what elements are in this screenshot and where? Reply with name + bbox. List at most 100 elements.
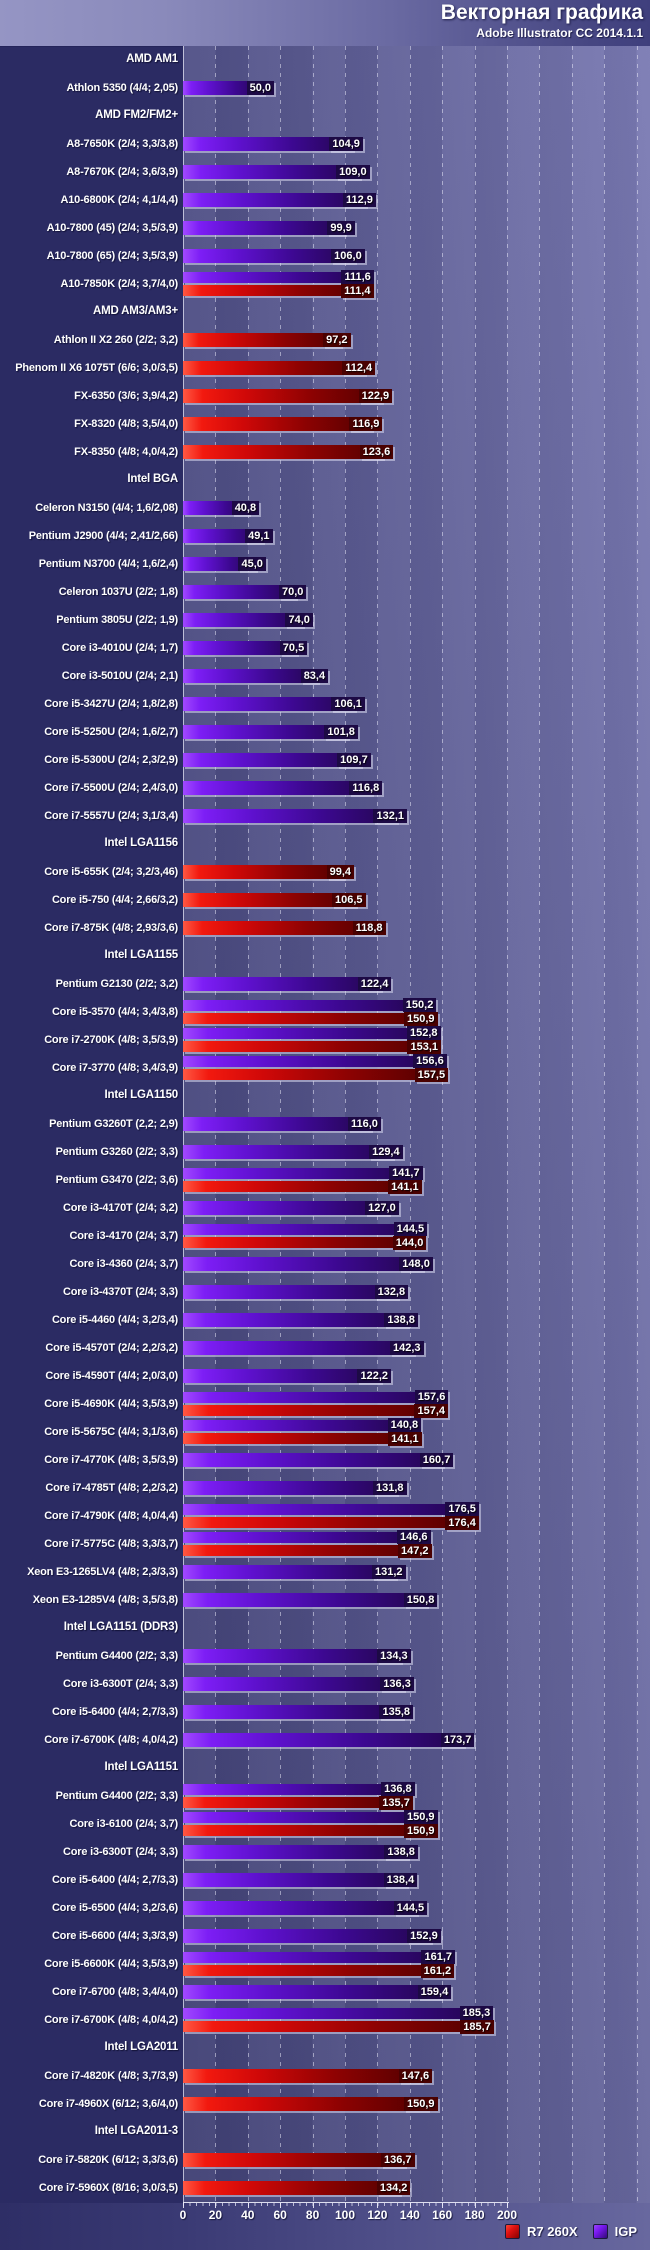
igp-value-label: 144,5 (393, 1901, 428, 1915)
row-label: Core i3-4010U (2/4; 1,7) (61, 641, 178, 654)
r7-bar (183, 417, 373, 431)
row-label: A8-7650K (2/4; 3,3/3,8) (66, 137, 178, 150)
row-label: Core i5-6500 (4/4; 3,2/3,6) (51, 1901, 178, 1914)
igp-value-label: 116,0 (347, 1117, 381, 1131)
row-label: Core i5-6600K (4/4; 3,5/3,9) (44, 1957, 178, 1970)
row-label: Core i3-6300T (2/4; 3,3) (62, 1845, 178, 1858)
section-header: Intel LGA1155 (104, 949, 179, 961)
igp-bar (183, 1145, 393, 1159)
igp-bar (183, 1531, 421, 1543)
row-label: Pentium 3805U (2/2; 1,9) (56, 613, 178, 626)
row-label: Core i3-4170 (2/4; 3,7) (69, 1229, 178, 1242)
igp-bar (183, 1503, 469, 1515)
igp-value-label: 106,1 (331, 697, 365, 711)
igp-value-label: 70,5 (279, 641, 308, 655)
igp-value-label: 138,8 (384, 1313, 418, 1327)
igp-bar (183, 1649, 401, 1663)
r7-bar (183, 1964, 445, 1976)
gridline (636, 46, 638, 2203)
igp-bar (183, 1481, 397, 1495)
igp-bar (183, 585, 297, 599)
r7-value-label: 147,2 (397, 1544, 432, 1558)
r7-value-label: 111,4 (341, 284, 374, 298)
r7-value-label: 141,1 (388, 1432, 422, 1446)
igp-value-label: 116,8 (349, 781, 383, 795)
igp-bar (183, 1845, 408, 1859)
igp-bar (183, 1419, 412, 1431)
gridline (474, 46, 476, 2203)
x-axis-minor-ticks (183, 2203, 508, 2206)
row-label: Pentium G3260T (2,2; 2,9) (49, 1117, 178, 1130)
igp-bar (183, 2007, 484, 2019)
r7-value-label: 150,9 (403, 1824, 438, 1838)
igp-bar (183, 641, 298, 655)
row-label: Core i5-750 (4/4; 2,66/3,2) (51, 893, 178, 906)
igp-value-label: 161,7 (421, 1950, 455, 1964)
x-axis-tick-label: 40 (241, 2208, 255, 2222)
igp-bar (183, 725, 348, 739)
r7-bar (183, 2097, 428, 2111)
igp-bar (183, 1341, 414, 1355)
row-label: Core i7-6700K (4/8; 4,0/4,2) (44, 1733, 178, 1746)
row-label: Core i7-5960X (8/16; 3,0/3,5) (38, 2181, 178, 2194)
igp-bar (183, 1929, 431, 1943)
r7-value-label: 141,1 (388, 1180, 422, 1194)
x-axis-tick-label: 180 (464, 2208, 485, 2222)
row-label: A10-7800 (65) (2/4; 3,5/3,9) (46, 249, 179, 262)
r7-bar (183, 2020, 484, 2032)
row-label: Pentium N3700 (4/4; 1,6/2,4) (38, 557, 178, 570)
igp-bar (183, 1257, 423, 1271)
igp-bar (183, 669, 319, 683)
igp-bar (183, 1369, 381, 1383)
r7-value-label: 161,2 (420, 1964, 455, 1978)
igp-bar (183, 1783, 405, 1795)
r7-value-label: 112,4 (342, 361, 376, 375)
row-label: FX-8320 (4/8; 3,5/4,0) (74, 417, 178, 430)
igp-bar (183, 271, 364, 283)
igp-bar (183, 1593, 428, 1607)
r7-value-label: 185,7 (460, 2020, 494, 2034)
legend-label-r7: R7 260X (527, 2224, 578, 2239)
row-label: Core i5-4590T (4/4; 2,0/3,0) (45, 1369, 178, 1382)
igp-value-label: 104,9 (329, 137, 363, 151)
x-axis-tick-label: 20 (208, 2208, 223, 2222)
igp-value-label: 152,8 (406, 1026, 441, 1040)
igp-bar (183, 1117, 371, 1131)
igp-value-label: 150,2 (402, 998, 437, 1012)
igp-bar (183, 137, 353, 151)
section-header: Intel LGA1156 (104, 837, 179, 849)
igp-value-label: 135,8 (379, 1705, 413, 1719)
r7-bar (183, 1236, 417, 1248)
igp-value-label: 131,2 (371, 1565, 406, 1579)
igp-value-label: 138,4 (383, 1873, 418, 1887)
igp-bar (183, 697, 355, 711)
igp-bar (183, 999, 427, 1011)
igp-value-label: 83,4 (300, 669, 329, 683)
igp-value-label: 109,7 (337, 753, 371, 767)
igp-value-label: 122,4 (357, 977, 392, 991)
row-label: Core i7-875K (4/8; 2,93/3,6) (44, 921, 178, 934)
r7-value-label: 144,0 (392, 1236, 427, 1250)
row-label: Core i5-6400 (4/4; 2,7/3,3) (51, 1873, 178, 1886)
igp-value-label: 173,7 (440, 1733, 475, 1747)
r7-bar (183, 1068, 439, 1080)
igp-bar (183, 1201, 389, 1215)
gridline (409, 46, 411, 2203)
chart-title: Векторная графика (440, 1, 643, 24)
igp-bar (183, 1677, 404, 1691)
igp-bar (183, 529, 263, 543)
igp-bar (183, 1951, 445, 1963)
igp-bar (183, 1705, 403, 1719)
r7-bar (183, 1040, 431, 1052)
igp-bar (183, 1285, 399, 1299)
row-label: Core i7-4785T (4/8; 2,2/3,2) (45, 1481, 178, 1494)
igp-value-label: 159,4 (417, 1985, 452, 1999)
row-label: Core i5-6400 (4/4; 2,7/3,3) (51, 1705, 178, 1718)
r7-bar (183, 1404, 438, 1416)
igp-value-label: 40,8 (231, 501, 260, 515)
row-label: Celeron 1037U (2/2; 1,8) (58, 585, 179, 598)
row-label: Athlon 5350 (4/4; 2,05) (66, 81, 178, 94)
gridline (442, 46, 444, 2203)
igp-value-label: 150,8 (403, 1593, 438, 1607)
igp-bar (183, 193, 366, 207)
